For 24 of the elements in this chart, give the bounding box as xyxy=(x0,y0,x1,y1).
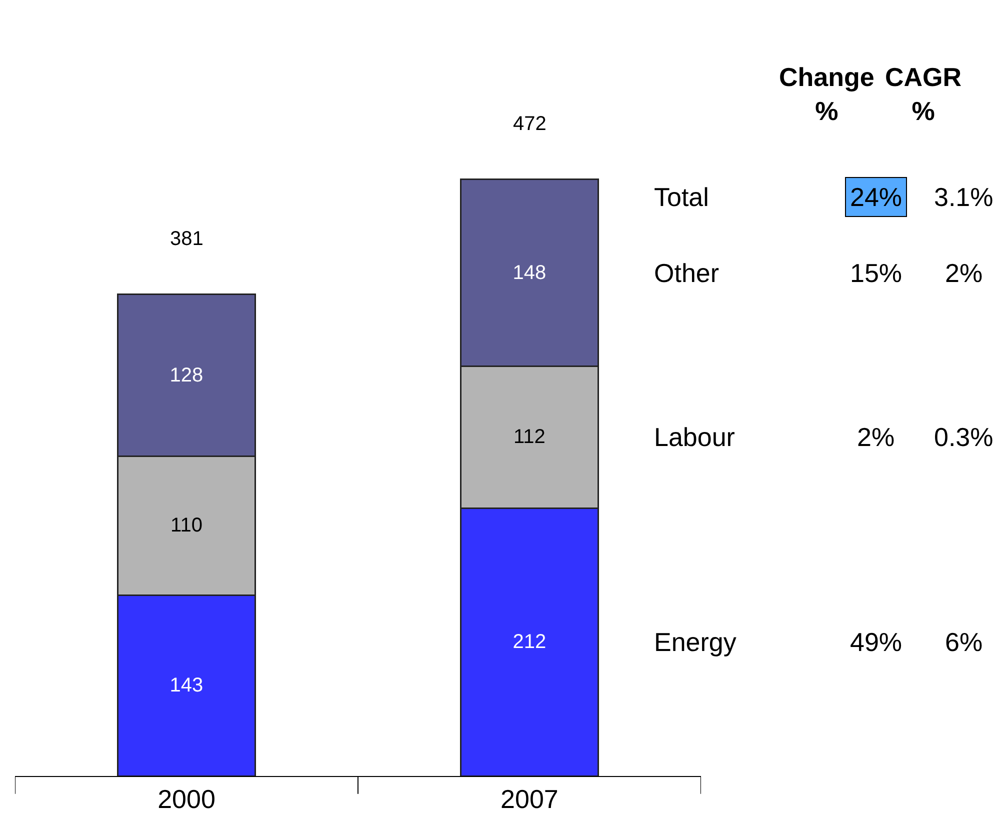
text: 2% xyxy=(945,258,983,288)
text: 24% xyxy=(850,182,902,212)
text: Energy xyxy=(654,627,736,657)
data-label: 110 xyxy=(170,514,202,537)
data-label: 112 xyxy=(514,426,546,448)
text: 0.3% xyxy=(934,422,994,452)
text: 2% xyxy=(857,422,895,452)
text: Labour xyxy=(654,422,736,452)
text: 3.1% xyxy=(934,182,994,212)
text: 15% xyxy=(850,258,902,288)
x-tick-label: 2000 xyxy=(158,784,216,814)
text: Change % xyxy=(779,62,874,126)
text: 49% xyxy=(850,627,902,657)
data-label: 212 xyxy=(512,631,546,654)
text: CAGR % xyxy=(885,62,962,126)
total-label: 381 xyxy=(170,228,204,250)
total-label: 472 xyxy=(513,113,546,135)
x-tick-label: 2007 xyxy=(500,784,558,814)
data-label: 148 xyxy=(512,262,546,284)
data-label: 143 xyxy=(170,674,204,697)
text: Other xyxy=(654,258,720,288)
text: 6% xyxy=(945,627,983,657)
data-label: 128 xyxy=(170,364,204,386)
annotation: Total xyxy=(654,182,709,212)
